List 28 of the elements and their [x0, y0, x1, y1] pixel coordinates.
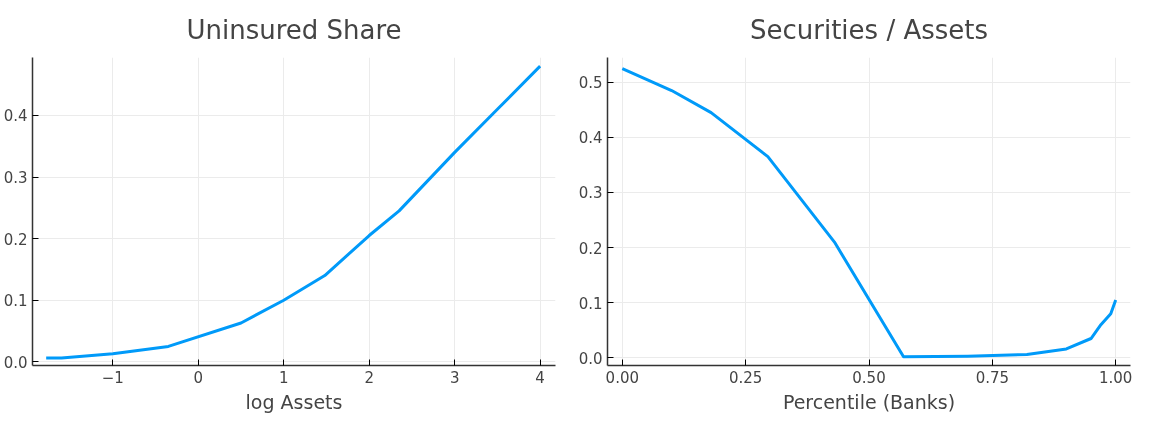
- y-tick-label: 0.1: [3, 292, 28, 311]
- y-tick-label: 0.4: [578, 129, 603, 148]
- y-tick-label: 0.3: [578, 184, 603, 203]
- x-tick-label: 0.50: [852, 368, 886, 387]
- x-tick-label: 4: [535, 368, 545, 387]
- y-tick-label: 0.0: [3, 353, 28, 372]
- x-axis-title: Percentile (Banks): [782, 390, 956, 413]
- chart-title: Securities / Assets: [749, 15, 989, 45]
- y-tick-label: 0.0: [578, 349, 603, 368]
- y-tick-label: 0.1: [578, 294, 603, 313]
- y-tick-label: 0.3: [3, 169, 28, 187]
- x-tick-label: 3: [449, 368, 460, 387]
- line-series: [620, 67, 1118, 359]
- line-series: [44, 64, 542, 360]
- x-tick-label: 1: [278, 368, 289, 387]
- chart-title: Uninsured Share: [186, 15, 402, 45]
- x-axis-title: log Assets: [245, 390, 343, 413]
- y-tick-label: 0.4: [3, 107, 28, 126]
- x-tick-label: −1: [101, 368, 124, 387]
- y-tick-label: 0.5: [578, 74, 603, 93]
- x-tick-label: 0: [193, 368, 204, 387]
- x-tick-label: 0.00: [605, 368, 640, 387]
- y-tick-label: 0.2: [578, 239, 603, 258]
- x-tick-label: 0.75: [975, 368, 1010, 387]
- x-tick-label: 2: [364, 368, 374, 387]
- x-tick-label: 1.00: [1099, 368, 1133, 387]
- y-tick-label: 0.2: [3, 230, 28, 249]
- x-tick-label: 0.25: [728, 368, 763, 387]
